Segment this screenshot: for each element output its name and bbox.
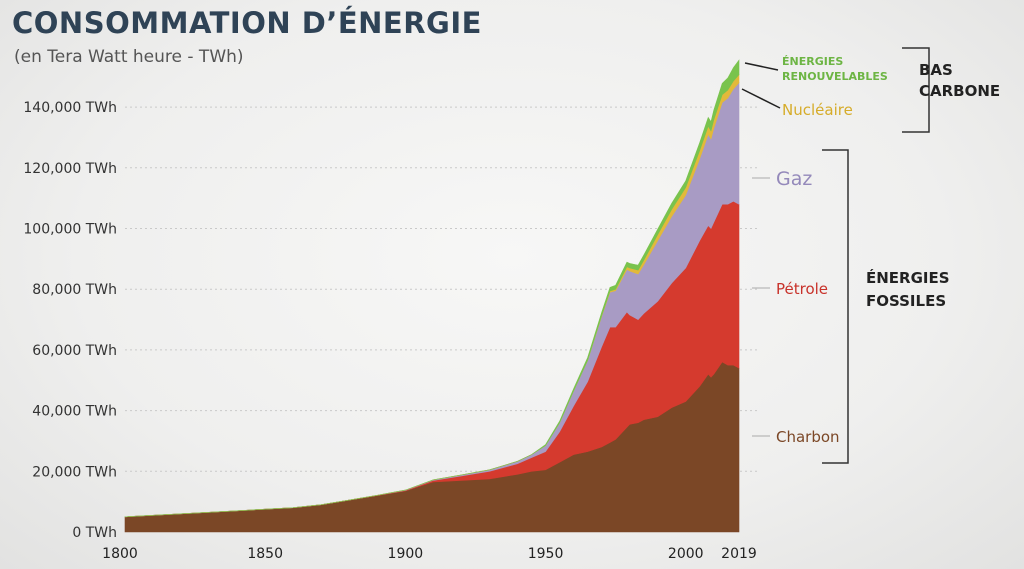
y-tick-label: 0 TWh — [72, 525, 117, 541]
label-bas-carbone-1: BAS — [919, 61, 953, 79]
y-tick-label: 20,000 TWh — [32, 464, 117, 480]
y-tick-label: 60,000 TWh — [32, 343, 117, 359]
grid-lines — [125, 106, 760, 472]
label-fossiles-2: FOSSILES — [866, 292, 946, 310]
x-tick-label: 1800 — [102, 546, 138, 562]
y-axis-ticks: 0 TWh 20,000 TWh 40,000 TWh 60,000 TWh 80,00… — [23, 100, 117, 541]
x-axis-ticks: 1800 1850 1900 1950 2000 2019 — [102, 546, 757, 562]
fossiles-bracket — [822, 149, 849, 464]
x-tick-label: 1850 — [247, 546, 283, 562]
label-charbon: Charbon — [776, 428, 840, 446]
label-renouvelables-2: RENOUVELABLES — [782, 70, 888, 83]
x-tick-label: 1900 — [388, 546, 424, 562]
y-tick-label: 120,000 TWh — [23, 161, 117, 177]
bas-carbone-bracket — [902, 47, 930, 133]
y-tick-label: 140,000 TWh — [23, 100, 117, 116]
x-tick-label: 2000 — [668, 546, 704, 562]
label-fossiles-1: ÉNERGIES — [866, 268, 950, 287]
label-gaz: Gaz — [776, 168, 812, 190]
area-energies-renouvelables — [124, 59, 740, 518]
y-tick-label: 100,000 TWh — [23, 222, 117, 238]
chart-subtitle: (en Tera Watt heure - TWh) — [14, 47, 244, 67]
x-tick-label: 1950 — [528, 546, 564, 562]
y-tick-label: 80,000 TWh — [32, 282, 117, 298]
chart-title: CONSOMMATION D’ÉNERGIE — [12, 6, 482, 40]
label-bas-carbone-2: CARBONE — [919, 82, 1000, 100]
y-tick-label: 40,000 TWh — [32, 404, 117, 420]
series-areas — [124, 59, 740, 533]
label-renouvelables-1: ÉNERGIES — [782, 55, 843, 68]
renouvelables-leader — [744, 62, 779, 71]
annotations: ÉNERGIES RENOUVELABLES Nucléaire BAS CAR… — [741, 47, 1000, 464]
x-tick-label: 2019 — [721, 546, 757, 562]
nucleaire-leader — [741, 88, 781, 109]
label-petrole: Pétrole — [776, 280, 828, 298]
label-nucleaire: Nucléaire — [782, 101, 853, 119]
